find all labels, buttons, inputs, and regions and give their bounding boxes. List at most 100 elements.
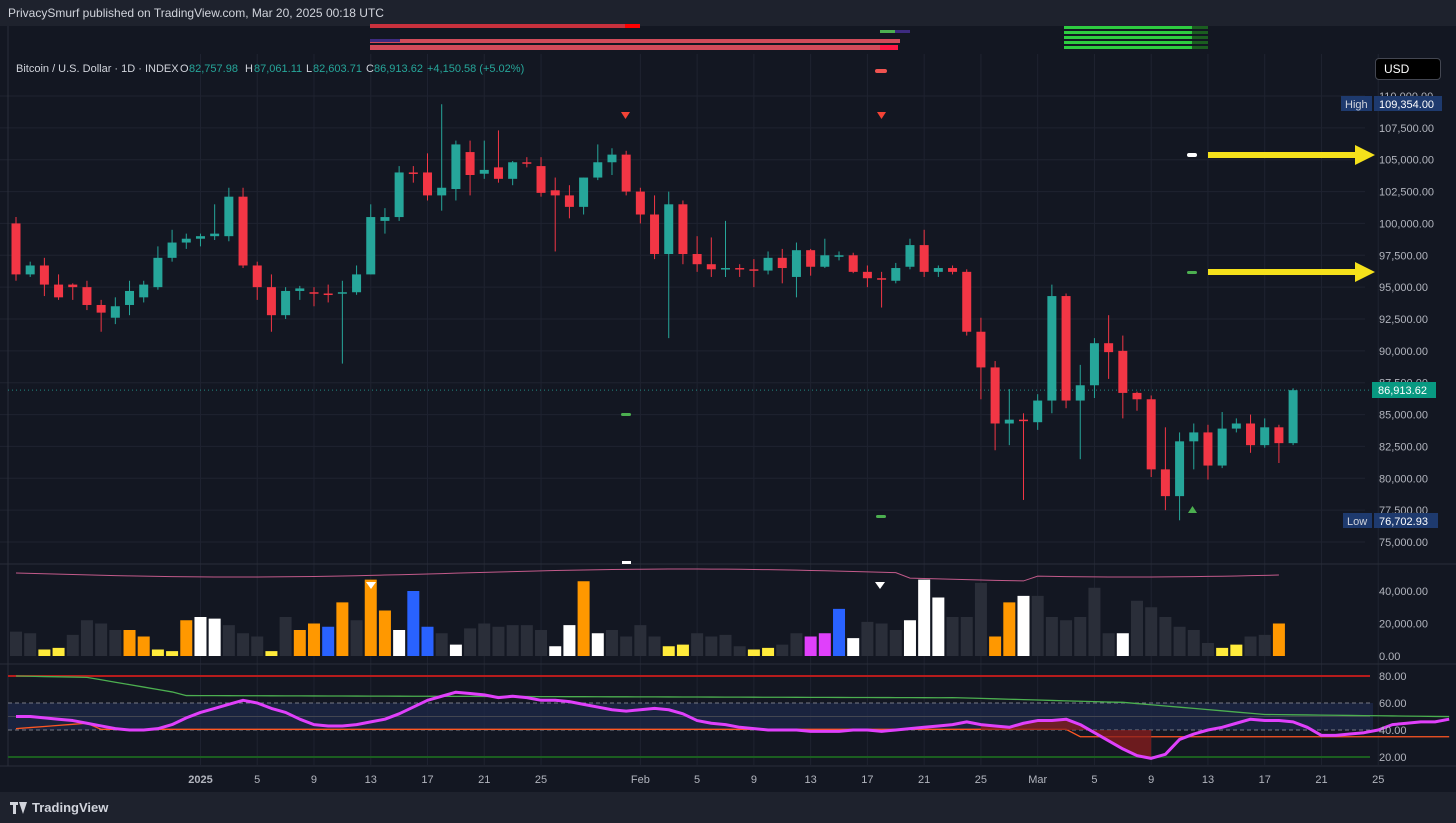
candle-body bbox=[749, 269, 759, 271]
candle-body bbox=[25, 265, 35, 275]
candle-body bbox=[210, 233, 220, 237]
volume-bar bbox=[946, 617, 959, 656]
candle-body bbox=[181, 238, 191, 243]
time-tick-label: 21 bbox=[1315, 774, 1327, 786]
volume-bar bbox=[818, 633, 831, 656]
candle-body bbox=[635, 191, 645, 215]
price-tick-label: 92,500.00 bbox=[1379, 314, 1428, 326]
footer-bar: TradingView bbox=[0, 792, 1456, 823]
candle-body bbox=[990, 367, 1000, 424]
time-tick-label: 17 bbox=[421, 774, 433, 786]
price-tick-label: 85,000.00 bbox=[1379, 410, 1428, 422]
candle-body bbox=[1189, 432, 1199, 442]
signal-dash bbox=[622, 561, 631, 564]
strip-bar bbox=[880, 30, 895, 33]
volume-bar bbox=[109, 630, 122, 656]
candle-body bbox=[1217, 428, 1227, 466]
candle-body bbox=[54, 284, 64, 298]
price-tick-label: 75,000.00 bbox=[1379, 537, 1428, 549]
volume-bar bbox=[1159, 617, 1172, 656]
candle-body bbox=[1288, 390, 1298, 444]
candle-body bbox=[252, 265, 262, 288]
strip-bar bbox=[370, 39, 400, 42]
volume-tick-label: 0.00 bbox=[1379, 651, 1400, 663]
volume-bar bbox=[648, 636, 661, 656]
legend-l-label: L bbox=[306, 63, 312, 75]
candle-body bbox=[451, 144, 461, 190]
candle-body bbox=[323, 293, 333, 296]
rsi-envelope-lower bbox=[15, 722, 1450, 738]
candle-body bbox=[550, 190, 560, 196]
volume-marker bbox=[366, 582, 376, 589]
candle-body bbox=[1061, 296, 1071, 401]
volume-bar bbox=[1216, 647, 1229, 656]
candle-body bbox=[1146, 399, 1156, 470]
volume-bar bbox=[591, 633, 604, 656]
volume-bar bbox=[1131, 600, 1144, 656]
candle-body bbox=[777, 257, 787, 269]
volume-bar bbox=[208, 618, 221, 656]
volume-bar bbox=[336, 602, 349, 656]
candle-body bbox=[337, 292, 347, 294]
strip-bar bbox=[895, 30, 910, 33]
volume-bar bbox=[804, 636, 817, 656]
footer-brand: TradingView bbox=[32, 800, 109, 815]
volume-bar bbox=[1060, 620, 1073, 656]
volume-bar bbox=[506, 625, 519, 656]
signal-markers bbox=[621, 69, 1197, 564]
candle-body bbox=[564, 195, 574, 207]
signal-dash bbox=[1187, 271, 1197, 274]
rsi-tick-label: 60.00 bbox=[1379, 698, 1407, 710]
volume-bar bbox=[237, 633, 250, 656]
volume-bar bbox=[535, 630, 548, 656]
candlesticks bbox=[11, 104, 1298, 521]
candle-body bbox=[309, 292, 319, 294]
candle-body bbox=[39, 265, 49, 285]
volume-bar bbox=[123, 630, 136, 656]
volume-bar bbox=[52, 647, 65, 656]
high-value: 109,354.00 bbox=[1379, 99, 1434, 111]
candle-body bbox=[650, 214, 660, 255]
legend-open: 82,757.98 bbox=[189, 63, 238, 75]
volume-bar bbox=[307, 623, 320, 656]
candle-body bbox=[437, 187, 447, 196]
candle-body bbox=[96, 304, 106, 313]
signal-dash bbox=[621, 413, 631, 416]
candle-body bbox=[962, 271, 972, 332]
legend-o-label: O bbox=[180, 63, 189, 75]
time-tick-label: 5 bbox=[694, 774, 700, 786]
buy-signal-marker bbox=[1188, 506, 1197, 513]
currency-button[interactable]: USD bbox=[1375, 58, 1441, 80]
volume-bar bbox=[733, 646, 746, 656]
volume-bar bbox=[435, 633, 448, 656]
high-label-bg bbox=[1341, 96, 1372, 111]
volume-bar bbox=[38, 649, 51, 656]
time-tick-label: Feb bbox=[631, 774, 650, 786]
low-value-bg bbox=[1374, 513, 1438, 528]
signal-dash bbox=[1187, 153, 1197, 157]
annotation-arrows bbox=[1208, 145, 1375, 282]
low-value: 76,702.93 bbox=[1379, 516, 1428, 528]
volume-bar bbox=[1173, 626, 1186, 656]
volume-bar bbox=[279, 617, 292, 656]
volume-bar bbox=[1201, 643, 1214, 656]
volume-bar bbox=[932, 597, 945, 656]
candle-body bbox=[621, 154, 631, 192]
volume-bar bbox=[549, 646, 562, 656]
volume-bar bbox=[762, 647, 775, 656]
volume-bar bbox=[166, 651, 179, 656]
strip-bar bbox=[1064, 46, 1208, 49]
volume-bar bbox=[464, 628, 477, 656]
volume-bar bbox=[151, 649, 164, 656]
candle-body bbox=[579, 177, 589, 207]
strip-bar bbox=[370, 24, 640, 28]
annotation-arrow bbox=[1208, 262, 1375, 282]
strip-bar bbox=[625, 24, 640, 28]
volume-bar bbox=[1187, 630, 1200, 656]
low-label: Low bbox=[1347, 516, 1367, 528]
chart-background bbox=[0, 26, 1456, 792]
candle-body bbox=[366, 217, 376, 275]
price-tick-label: 102,500.00 bbox=[1379, 187, 1434, 199]
candle-body bbox=[919, 245, 929, 272]
chart-canvas[interactable]: 110,000.00107,500.00105,000.00102,500.00… bbox=[0, 0, 1456, 792]
